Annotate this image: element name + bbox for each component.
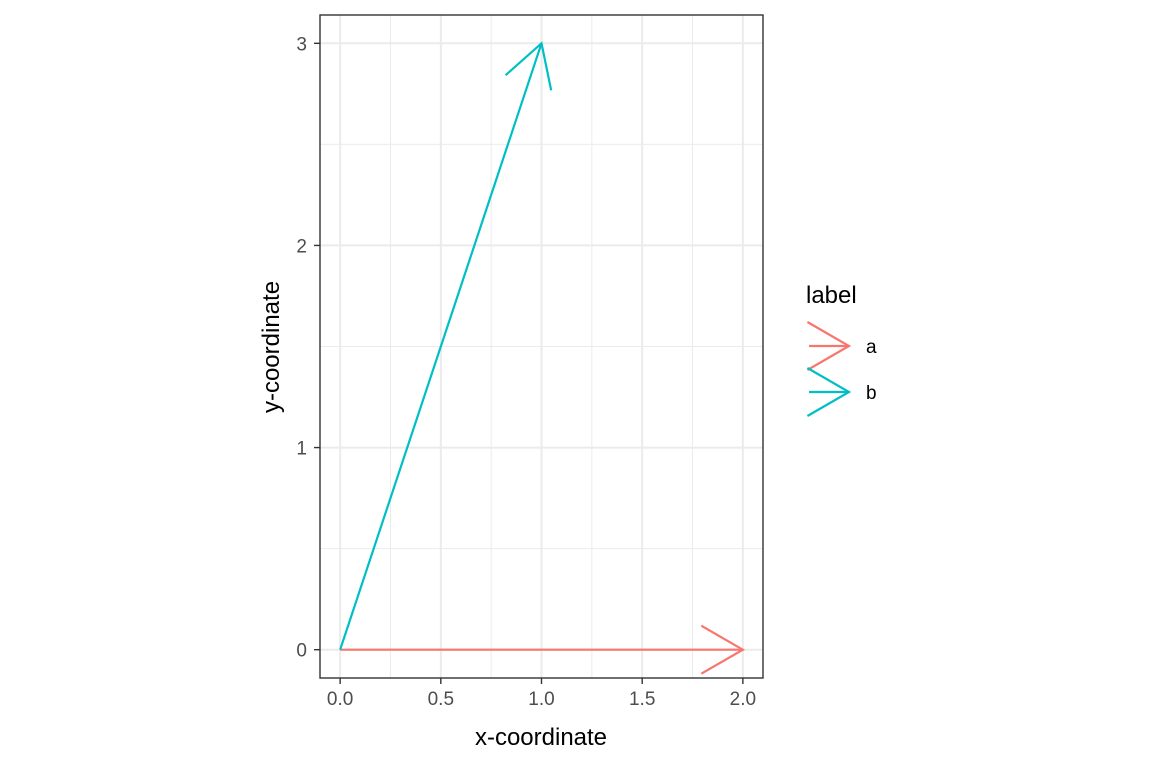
y-tick-label: 2 — [296, 236, 307, 257]
x-tick-label: 0.0 — [327, 689, 353, 710]
legend-key-arrow-b — [806, 367, 852, 417]
legend-title: label — [806, 282, 857, 309]
legend: label a b — [806, 282, 877, 417]
y-tick-label: 0 — [296, 641, 307, 662]
vector-b — [339, 42, 543, 651]
arrowhead-b — [504, 41, 553, 91]
x-tick-label: 1.5 — [629, 689, 655, 710]
legend-label-a: a — [866, 337, 877, 358]
legend-label-b: b — [866, 383, 877, 404]
y-tick-label: 1 — [296, 439, 307, 460]
x-tick-label: 2.0 — [730, 689, 756, 710]
grid-lines — [320, 15, 763, 678]
x-tick-label: 1.0 — [528, 689, 554, 710]
x-tick-label: 0.5 — [428, 689, 454, 710]
y-axis-title: y-coordinate — [258, 281, 285, 413]
legend-key-arrow-a — [806, 321, 852, 371]
y-tick-label: 3 — [296, 34, 307, 55]
arrowhead-a — [700, 624, 746, 675]
x-axis-title: x-coordinate — [475, 724, 607, 751]
series-group — [339, 41, 746, 675]
x-axis: 0.0 0.5 1.0 1.5 2.0 — [327, 678, 756, 710]
y-axis: 0 1 2 3 — [296, 34, 320, 662]
